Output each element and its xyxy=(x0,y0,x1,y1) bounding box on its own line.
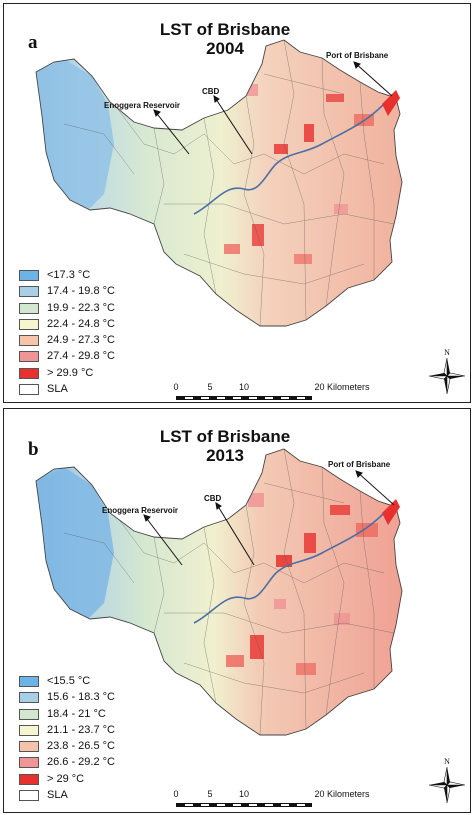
legend-swatch xyxy=(19,692,39,704)
panel-letter: a xyxy=(28,32,38,53)
label-cbd: CBD xyxy=(204,494,222,503)
legend-label: 26.6 - 29.2 °C xyxy=(47,756,115,769)
panel-letter: b xyxy=(28,439,39,460)
legend-label: <15.5 °C xyxy=(47,675,91,687)
legend-label: <17.3 °C xyxy=(47,269,91,281)
legend-swatch xyxy=(19,773,39,785)
compass-rose-icon: N xyxy=(428,757,466,804)
legend-swatch xyxy=(19,384,39,396)
scale-tick-label: 10 xyxy=(238,382,250,392)
legend-swatch xyxy=(19,757,39,769)
legend-swatch xyxy=(19,286,39,298)
legend-label: 19.9 - 22.3 °C xyxy=(47,301,115,314)
title-line-1: LST of Brisbane xyxy=(159,427,291,446)
scale-bar: 0 5 10 20 Kilometers xyxy=(173,382,376,402)
compass-north-label: N xyxy=(444,757,450,766)
legend-swatch xyxy=(19,790,39,802)
legend-label: 23.8 - 26.5 °C xyxy=(47,740,115,753)
title-year: 2013 xyxy=(206,446,244,465)
map-panel-2013: Enoggera Reservoir CBD Port of Brisbane … xyxy=(3,408,471,813)
scale-tick-label: 0 xyxy=(173,789,179,799)
legend-label: 24.9 - 27.3 °C xyxy=(47,334,115,347)
map-title: LST of Brisbane 2013 xyxy=(120,427,330,465)
legend-label: 15.6 - 18.3 °C xyxy=(47,691,115,704)
label-port-of-brisbane: Port of Brisbane xyxy=(326,51,389,60)
label-port-of-brisbane: Port of Brisbane xyxy=(328,460,391,469)
legend-swatch xyxy=(19,270,39,281)
legend-swatch xyxy=(19,367,39,379)
legend-swatch xyxy=(19,676,39,687)
scale-tick-label: 5 xyxy=(207,789,213,799)
map-panel-2004: Enoggera Reservoir CBD Port of Brisbane … xyxy=(3,3,471,403)
legend-label: > 29 °C xyxy=(47,772,85,785)
lst-map-2004: Enoggera Reservoir CBD Port of Brisbane … xyxy=(35,39,466,395)
scale-bar-graphic xyxy=(176,396,312,400)
scale-tick-label: 0 xyxy=(173,382,179,392)
scale-tick-label: 10 xyxy=(238,789,250,799)
label-enoggera-reservoir: Enoggera Reservoir xyxy=(102,506,178,515)
legend-label: 17.4 - 19.8 °C xyxy=(47,285,115,298)
compass-north-label: N xyxy=(444,348,450,357)
scale-tick-label: 5 xyxy=(207,382,213,392)
legend-label: 18.4 - 21 °C xyxy=(47,707,106,720)
title-year: 2004 xyxy=(206,39,244,58)
legend-swatch xyxy=(19,351,39,363)
lst-map-2013: Enoggera Reservoir CBD Port of Brisbane … xyxy=(35,448,466,804)
legend-swatch xyxy=(19,724,39,736)
legend-swatch xyxy=(19,708,39,720)
scale-tick-label: 20 Kilometers xyxy=(314,789,370,799)
compass-rose-icon: N xyxy=(428,348,466,395)
legend-swatch xyxy=(19,302,39,314)
legend-label: 21.1 - 23.7 °C xyxy=(47,723,115,736)
legend-swatch xyxy=(19,741,39,753)
label-cbd: CBD xyxy=(202,87,220,96)
label-enoggera-reservoir: Enoggera Reservoir xyxy=(104,101,180,110)
legend-label: 27.4 - 29.8 °C xyxy=(47,350,115,363)
legend-label: > 29.9 °C xyxy=(47,366,94,379)
legend-swatch xyxy=(19,335,39,347)
scale-tick-label: 20 Kilometers xyxy=(314,382,370,392)
legend-swatch xyxy=(19,318,39,330)
legend-label: SLA xyxy=(47,789,68,802)
legend-label: 22.4 - 24.8 °C xyxy=(47,317,115,330)
legend-label: SLA xyxy=(47,383,68,396)
map-title: LST of Brisbane 2004 xyxy=(120,20,330,58)
scale-bar-graphic xyxy=(176,803,312,807)
title-line-1: LST of Brisbane xyxy=(159,20,291,39)
scale-bar: 0 5 10 20 Kilometers xyxy=(173,789,376,812)
